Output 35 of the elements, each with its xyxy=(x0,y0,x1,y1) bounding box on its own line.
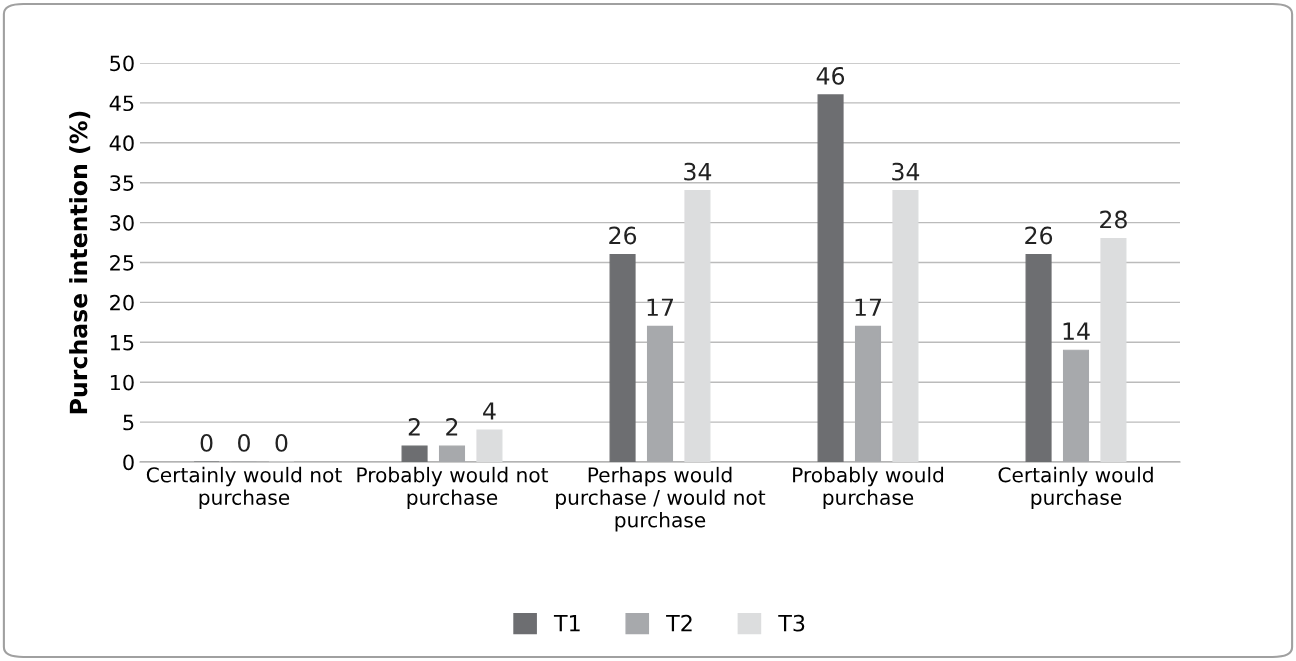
data-label: 34 xyxy=(892,162,920,181)
data-label: 17 xyxy=(855,298,881,316)
y-tick-label: 25 xyxy=(110,254,134,271)
y-tick-label: 10 xyxy=(110,374,134,391)
data-label: 46 xyxy=(816,66,845,85)
y-tick-label: 40 xyxy=(109,135,134,152)
y-tick-label: 45 xyxy=(109,95,134,112)
x-tick-label: Certainly would not purchase xyxy=(146,466,342,509)
x-tick-label: Probably would not purchase xyxy=(357,466,549,509)
y-axis-title: Purchase intention (%) xyxy=(69,111,91,414)
y-tick-label: 15 xyxy=(110,335,134,351)
y-tick-label: 35 xyxy=(110,175,134,191)
y-tick-label: 20 xyxy=(110,294,134,311)
data-label: 0 xyxy=(238,434,250,452)
data-label: 0 xyxy=(200,434,213,452)
y-tick-label: 30 xyxy=(110,215,134,231)
data-label: 2 xyxy=(446,418,458,436)
legend-label: T3 xyxy=(778,614,805,632)
data-label: 2 xyxy=(408,418,420,436)
data-label: 28 xyxy=(1100,210,1127,229)
data-label: 14 xyxy=(1063,322,1090,340)
legend-label: T2 xyxy=(666,614,692,632)
y-tick-label: 0 xyxy=(123,454,134,471)
y-tick-label: 50 xyxy=(110,55,134,72)
legend-label: T1 xyxy=(553,615,580,632)
x-tick-label: Probably would purchase xyxy=(793,466,944,509)
data-label: 26 xyxy=(1025,226,1053,245)
data-label: 17 xyxy=(647,298,673,316)
data-label: 4 xyxy=(483,402,496,420)
data-label: 0 xyxy=(275,434,288,452)
data-label: 34 xyxy=(684,162,712,181)
data-label: 26 xyxy=(609,226,637,245)
x-tick-label: Perhaps would purchase / would not purchase xyxy=(556,466,766,532)
y-tick-label: 5 xyxy=(123,414,134,431)
x-tick-label: Certainly would purchase xyxy=(998,466,1153,509)
